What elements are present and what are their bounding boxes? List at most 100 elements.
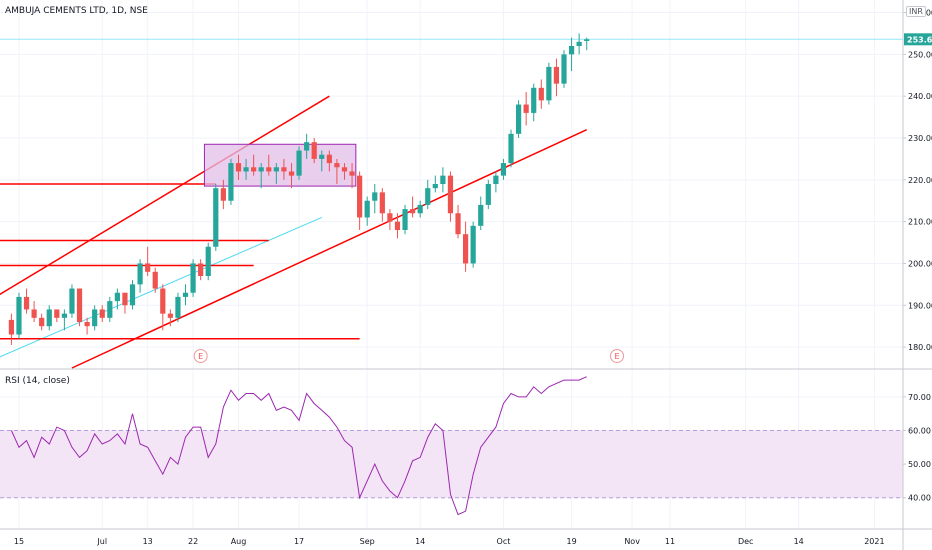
- candle-body: [54, 309, 60, 318]
- candle-body: [235, 163, 242, 172]
- price-tick-label: 200.00: [908, 259, 932, 268]
- rsi-tick-label: 60.00: [908, 427, 931, 436]
- candle-body: [16, 296, 22, 335]
- price-tick-label: 250.00: [908, 50, 932, 59]
- price-tick-label: 240.00: [908, 92, 932, 101]
- candle-body: [175, 296, 181, 318]
- candle-body: [523, 104, 529, 113]
- candle-body: [425, 188, 431, 205]
- candle-body: [402, 209, 408, 230]
- candle-body: [311, 142, 317, 159]
- candle-body: [296, 150, 302, 176]
- axis-labels: 180.00 190.00 200.00 210.00 220.00 230.00 240.…: [14, 9, 932, 546]
- candle-body: [76, 288, 83, 322]
- candle-body: [334, 163, 340, 168]
- price-tick-label: 190.00: [908, 301, 932, 310]
- candle-body: [478, 204, 484, 226]
- candle-body: [288, 171, 295, 176]
- candle-body: [107, 301, 113, 318]
- candle-body: [92, 309, 98, 327]
- candle-body: [455, 213, 461, 235]
- time-tick-label: Jul: [96, 537, 107, 546]
- candle-body: [387, 213, 393, 222]
- candle-body: [160, 288, 166, 314]
- time-tick-label: Dec: [738, 537, 753, 546]
- candle-body: [258, 167, 264, 172]
- candle-body: [251, 167, 257, 172]
- earnings-circle: [610, 349, 624, 363]
- time-tick-label: 13: [143, 537, 153, 546]
- candle-body: [69, 288, 75, 314]
- candle-body: [114, 292, 120, 302]
- candle-body: [281, 167, 287, 172]
- candle-body: [463, 234, 469, 264]
- consolidation-box[interactable]: [203, 143, 357, 187]
- candle-body: [304, 142, 310, 151]
- rsi-band: [0, 430, 903, 499]
- candle-body: [568, 46, 575, 55]
- last-price-badge: [904, 33, 932, 46]
- trend-line[interactable]: [0, 95, 330, 301]
- time-tick-label: 15: [14, 537, 24, 546]
- candle-body: [129, 284, 136, 306]
- earnings-label: E: [614, 352, 619, 361]
- candle-body: [326, 154, 332, 164]
- indicator-title[interactable]: RSI (14, close): [5, 376, 70, 386]
- candle-body: [576, 41, 582, 46]
- rsi-series: [10, 376, 587, 516]
- candle-body: [190, 263, 196, 293]
- price-tick-label: 180.00: [908, 343, 932, 352]
- candle-body: [220, 188, 226, 201]
- symbol-title[interactable]: AMBUJA CEMENTS LTD, 1D, NSE: [5, 6, 148, 16]
- candle-body: [341, 167, 348, 172]
- candle-body: [357, 175, 363, 218]
- candle-body: [84, 322, 90, 327]
- candle-body: [561, 54, 567, 84]
- candle-body: [485, 184, 491, 205]
- candle-body: [394, 221, 401, 230]
- candle-body: [39, 317, 45, 327]
- candle-body: [372, 192, 378, 201]
- candle-body: [182, 292, 189, 297]
- candle-body: [500, 163, 507, 176]
- candle-body: [515, 104, 522, 134]
- time-tick-label: 14: [794, 537, 804, 546]
- candle-body: [273, 167, 279, 172]
- candle-body: [46, 309, 52, 327]
- earnings-circle: [193, 349, 208, 363]
- candle-body: [152, 271, 158, 289]
- candle-body: [531, 87, 537, 113]
- earnings-label: E: [198, 352, 203, 361]
- price-tick-label: 220.00: [908, 176, 932, 185]
- candle-body: [349, 171, 355, 176]
- price-tick-label: 230.00: [908, 134, 932, 143]
- candle-body: [205, 246, 211, 276]
- earnings-marker[interactable]: E: [610, 349, 624, 363]
- candle-body: [493, 175, 499, 184]
- time-tick-label: 19: [566, 537, 576, 546]
- candle-body: [198, 263, 204, 276]
- candle-body: [470, 225, 476, 264]
- candle-body: [538, 87, 544, 101]
- rsi-tick-label: 70.00: [908, 393, 931, 402]
- earnings-marker[interactable]: E: [193, 349, 208, 363]
- last-price-label: 253.60: [907, 35, 932, 44]
- time-tick-label: 17: [294, 537, 304, 546]
- candle-body: [553, 66, 560, 84]
- rsi-tick-label: 50.00: [908, 460, 931, 469]
- time-tick-label: 22: [188, 537, 198, 546]
- time-tick-label: Aug: [231, 537, 247, 546]
- candle-body: [508, 133, 514, 164]
- candle-body: [379, 192, 385, 214]
- candle-body: [8, 319, 14, 335]
- currency-badge[interactable]: INR: [906, 6, 926, 17]
- candle-body: [23, 296, 30, 310]
- candle-body: [546, 66, 552, 101]
- candle-body: [167, 313, 173, 318]
- time-tick-label: Nov: [624, 537, 640, 546]
- candle-body: [440, 175, 446, 184]
- candle-body: [228, 163, 234, 201]
